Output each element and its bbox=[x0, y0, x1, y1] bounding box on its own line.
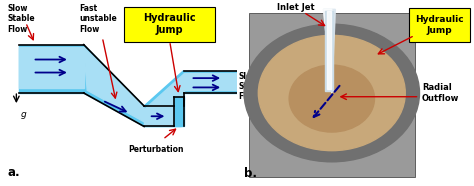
Polygon shape bbox=[323, 9, 332, 93]
Text: b.: b. bbox=[244, 167, 257, 180]
Polygon shape bbox=[84, 47, 144, 122]
Polygon shape bbox=[144, 109, 177, 125]
Text: Hydraulic
Jump: Hydraulic Jump bbox=[143, 13, 196, 35]
Polygon shape bbox=[323, 9, 336, 93]
Text: g: g bbox=[21, 110, 27, 119]
Text: Fast
unstable
Flow: Fast unstable Flow bbox=[79, 4, 117, 33]
Polygon shape bbox=[325, 11, 333, 91]
Polygon shape bbox=[183, 73, 237, 90]
Polygon shape bbox=[18, 47, 84, 88]
Polygon shape bbox=[84, 45, 144, 126]
Bar bbox=[249, 13, 415, 177]
Text: Slow
Stable
Flow: Slow Stable Flow bbox=[7, 4, 35, 33]
Text: a.: a. bbox=[7, 166, 20, 179]
Text: Hydraulic
Jump: Hydraulic Jump bbox=[415, 15, 464, 35]
Polygon shape bbox=[144, 106, 181, 126]
Polygon shape bbox=[18, 45, 84, 93]
Text: Inlet Jet: Inlet Jet bbox=[277, 3, 315, 12]
FancyBboxPatch shape bbox=[124, 7, 215, 42]
Text: Perturbation: Perturbation bbox=[128, 145, 183, 154]
Polygon shape bbox=[174, 97, 183, 126]
Circle shape bbox=[258, 35, 405, 151]
Polygon shape bbox=[327, 11, 331, 89]
Text: Slow
Stable
Flow: Slow Stable Flow bbox=[238, 72, 266, 101]
Text: Radial
Outflow: Radial Outflow bbox=[422, 83, 459, 103]
FancyBboxPatch shape bbox=[409, 8, 470, 42]
Polygon shape bbox=[144, 71, 183, 126]
Polygon shape bbox=[144, 73, 183, 109]
Circle shape bbox=[244, 24, 419, 162]
Polygon shape bbox=[183, 71, 237, 93]
Circle shape bbox=[289, 65, 374, 132]
